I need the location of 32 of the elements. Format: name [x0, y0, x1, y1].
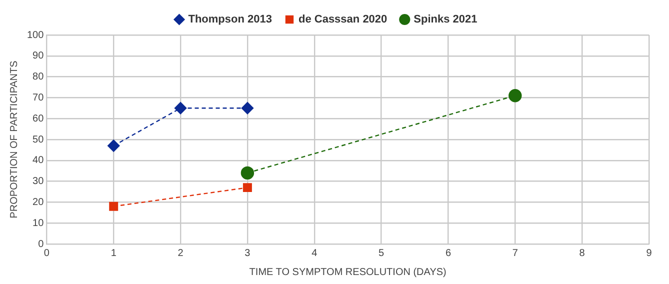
y-tick-label: 30	[32, 176, 44, 188]
legend-label: Thompson 2013	[188, 14, 272, 26]
x-axis-title: TIME TO SYMPTOM RESOLUTION (DAYS)	[249, 266, 446, 278]
x-tick-label: 6	[445, 248, 452, 259]
y-tick-label: 40	[32, 155, 44, 166]
x-tick-label: 9	[646, 248, 652, 259]
y-tick-label: 0	[38, 238, 44, 250]
y-tick-label: 20	[32, 196, 44, 208]
y-tick-label: 10	[32, 218, 44, 229]
x-tick-label: 3	[244, 248, 251, 259]
point	[241, 102, 254, 114]
point	[108, 140, 120, 152]
y-axis-title: PROPORTION OF PARTICIPANTS	[8, 60, 20, 218]
x-tick-label: 8	[579, 248, 586, 259]
x-tick-label: 4	[312, 248, 318, 259]
point	[240, 166, 254, 180]
y-tick-label: 50	[32, 134, 44, 146]
point	[109, 202, 118, 211]
y-tick-label: 90	[32, 50, 44, 62]
legend-label: de Casssan 2020	[298, 14, 388, 26]
y-tick-label: 70	[32, 92, 44, 104]
point	[508, 89, 522, 102]
point	[174, 102, 187, 114]
y-tick-label: 60	[32, 113, 44, 124]
y-tick-label: 100	[26, 30, 44, 41]
x-tick-label: 7	[512, 248, 518, 259]
x-tick-label: 5	[378, 248, 385, 259]
point	[242, 183, 252, 192]
x-tick-label: 1	[110, 248, 117, 259]
legend-label: Spinks 2021	[414, 14, 478, 26]
y-tick-label: 80	[32, 72, 44, 83]
x-tick-label: 2	[178, 248, 184, 259]
